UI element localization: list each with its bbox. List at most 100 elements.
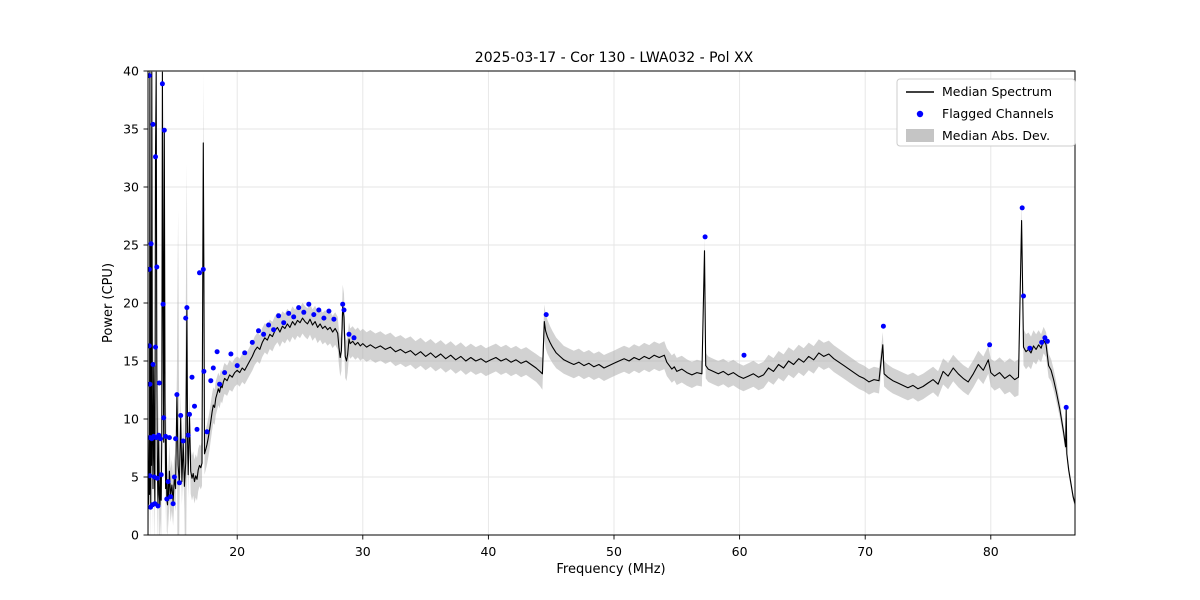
flagged-channel-point [154, 475, 160, 481]
legend-mad-patch-sample [906, 129, 934, 142]
flagged-channel-point [158, 436, 164, 442]
flagged-channel-point [163, 433, 169, 439]
flagged-channel-point [321, 315, 327, 321]
flagged-channel-point [170, 501, 176, 507]
flagged-channel-point [192, 403, 197, 409]
flagged-channel-point [156, 380, 162, 386]
flagged-channel-point [173, 436, 179, 442]
flagged-channel-point [204, 429, 210, 435]
legend-label-flagged-channels: Flagged Channels [942, 106, 1054, 121]
flagged-channel-point [1027, 345, 1033, 351]
x-tick-label: 60 [732, 544, 748, 559]
flagged-channel-point [178, 413, 184, 418]
median-spectrum-line [148, 71, 1075, 508]
legend-box [896, 78, 1076, 147]
flagged-channels-group [148, 73, 1069, 510]
legend-label-mad: Median Abs. Dev. [942, 128, 1050, 143]
flagged-channel-point [160, 301, 166, 307]
x-tick-label: 50 [606, 544, 622, 559]
y-tick-label: 35 [123, 122, 139, 137]
flagged-channel-point [208, 378, 214, 384]
y-tick-label: 15 [123, 354, 139, 369]
flagged-channel-point [148, 73, 152, 79]
flagged-channel-point [148, 381, 153, 387]
flagged-channel-point [276, 313, 282, 319]
flagged-channel-point [153, 344, 158, 350]
flagged-channel-point [326, 308, 332, 314]
flagged-channel-point [311, 312, 317, 318]
flagged-channel-point [1019, 205, 1025, 211]
flagged-channel-point [165, 479, 171, 485]
flagged-channel-point [217, 381, 223, 387]
y-axis-label: Power (CPU) [101, 263, 116, 343]
flagged-channel-point [166, 435, 172, 441]
flagged-channel-point [189, 374, 195, 380]
flagged-channel-point [234, 363, 240, 369]
y-tick-label: 5 [131, 470, 139, 485]
flagged-channel-point [242, 350, 248, 356]
flagged-channel-point [1042, 335, 1048, 341]
flagged-channel-point [306, 301, 312, 307]
flagged-channel-point [331, 316, 337, 322]
flagged-channel-point [880, 323, 886, 329]
flagged-channel-point [228, 351, 234, 357]
flagged-channel-point [222, 370, 228, 376]
flagged-channel-point [187, 411, 192, 417]
flagged-channel-point [210, 365, 216, 371]
flagged-channel-point [174, 392, 180, 398]
flagged-channel-point [148, 241, 154, 247]
flagged-channel-point [176, 480, 182, 486]
flagged-channel-point [261, 331, 267, 337]
flagged-channel-point [201, 368, 207, 374]
flagged-channel-point [161, 127, 167, 133]
axis-ticks: 20 30 40 50 60 70 80 0 5 10 15 20 25 30 35 40 [123, 64, 999, 560]
flagged-channel-point [702, 234, 708, 240]
flagged-channel-point [148, 343, 152, 349]
flagged-channel-point [154, 264, 160, 270]
flagged-channel-point [164, 496, 170, 502]
flagged-channel-point [171, 474, 177, 480]
flagged-channel-point [148, 266, 152, 272]
y-tick-label: 0 [131, 528, 139, 543]
flagged-channel-point [543, 312, 549, 318]
flagged-channel-point [168, 494, 174, 500]
flagged-channel-point [153, 154, 158, 160]
x-tick-label: 20 [229, 544, 245, 559]
flagged-channel-point [197, 270, 202, 276]
x-tick-label: 80 [983, 544, 999, 559]
median-spectrum-line-group [148, 71, 1075, 508]
flagged-channel-point [271, 327, 277, 333]
flagged-channel-point [741, 352, 747, 358]
flagged-channel-point [185, 432, 191, 438]
flagged-channel-point [296, 305, 302, 311]
x-tick-label: 30 [355, 544, 371, 559]
flagged-channel-point [200, 266, 206, 272]
x-tick-label: 70 [857, 544, 873, 559]
x-tick-label: 40 [480, 544, 496, 559]
flagged-channel-point [346, 331, 352, 337]
flagged-channel-point [281, 320, 287, 326]
flagged-channel-point [183, 315, 189, 321]
x-axis-label: Frequency (MHz) [556, 562, 665, 577]
flagged-channel-point [341, 307, 347, 313]
flagged-channel-point [1044, 338, 1050, 344]
y-tick-label: 10 [123, 412, 139, 427]
y-tick-label: 40 [123, 64, 139, 79]
flagged-channel-point [161, 415, 167, 421]
flagged-channel-point [316, 307, 322, 313]
flagged-channel-point [256, 328, 261, 334]
flagged-channel-point [1021, 293, 1026, 299]
flagged-channel-point [159, 81, 165, 87]
flagged-channel-point [266, 322, 272, 328]
chart-title: 2025-03-17 - Cor 130 - LWA032 - Pol XX [475, 50, 754, 66]
flagged-channel-point [291, 314, 297, 320]
flagged-channel-point [286, 310, 292, 316]
flagged-channel-point [987, 342, 993, 348]
y-tick-label: 30 [123, 180, 139, 195]
flagged-channel-point [148, 473, 153, 479]
flagged-channel-point [351, 335, 357, 341]
flagged-channel-point [158, 472, 164, 478]
flagged-channel-point [214, 349, 220, 355]
